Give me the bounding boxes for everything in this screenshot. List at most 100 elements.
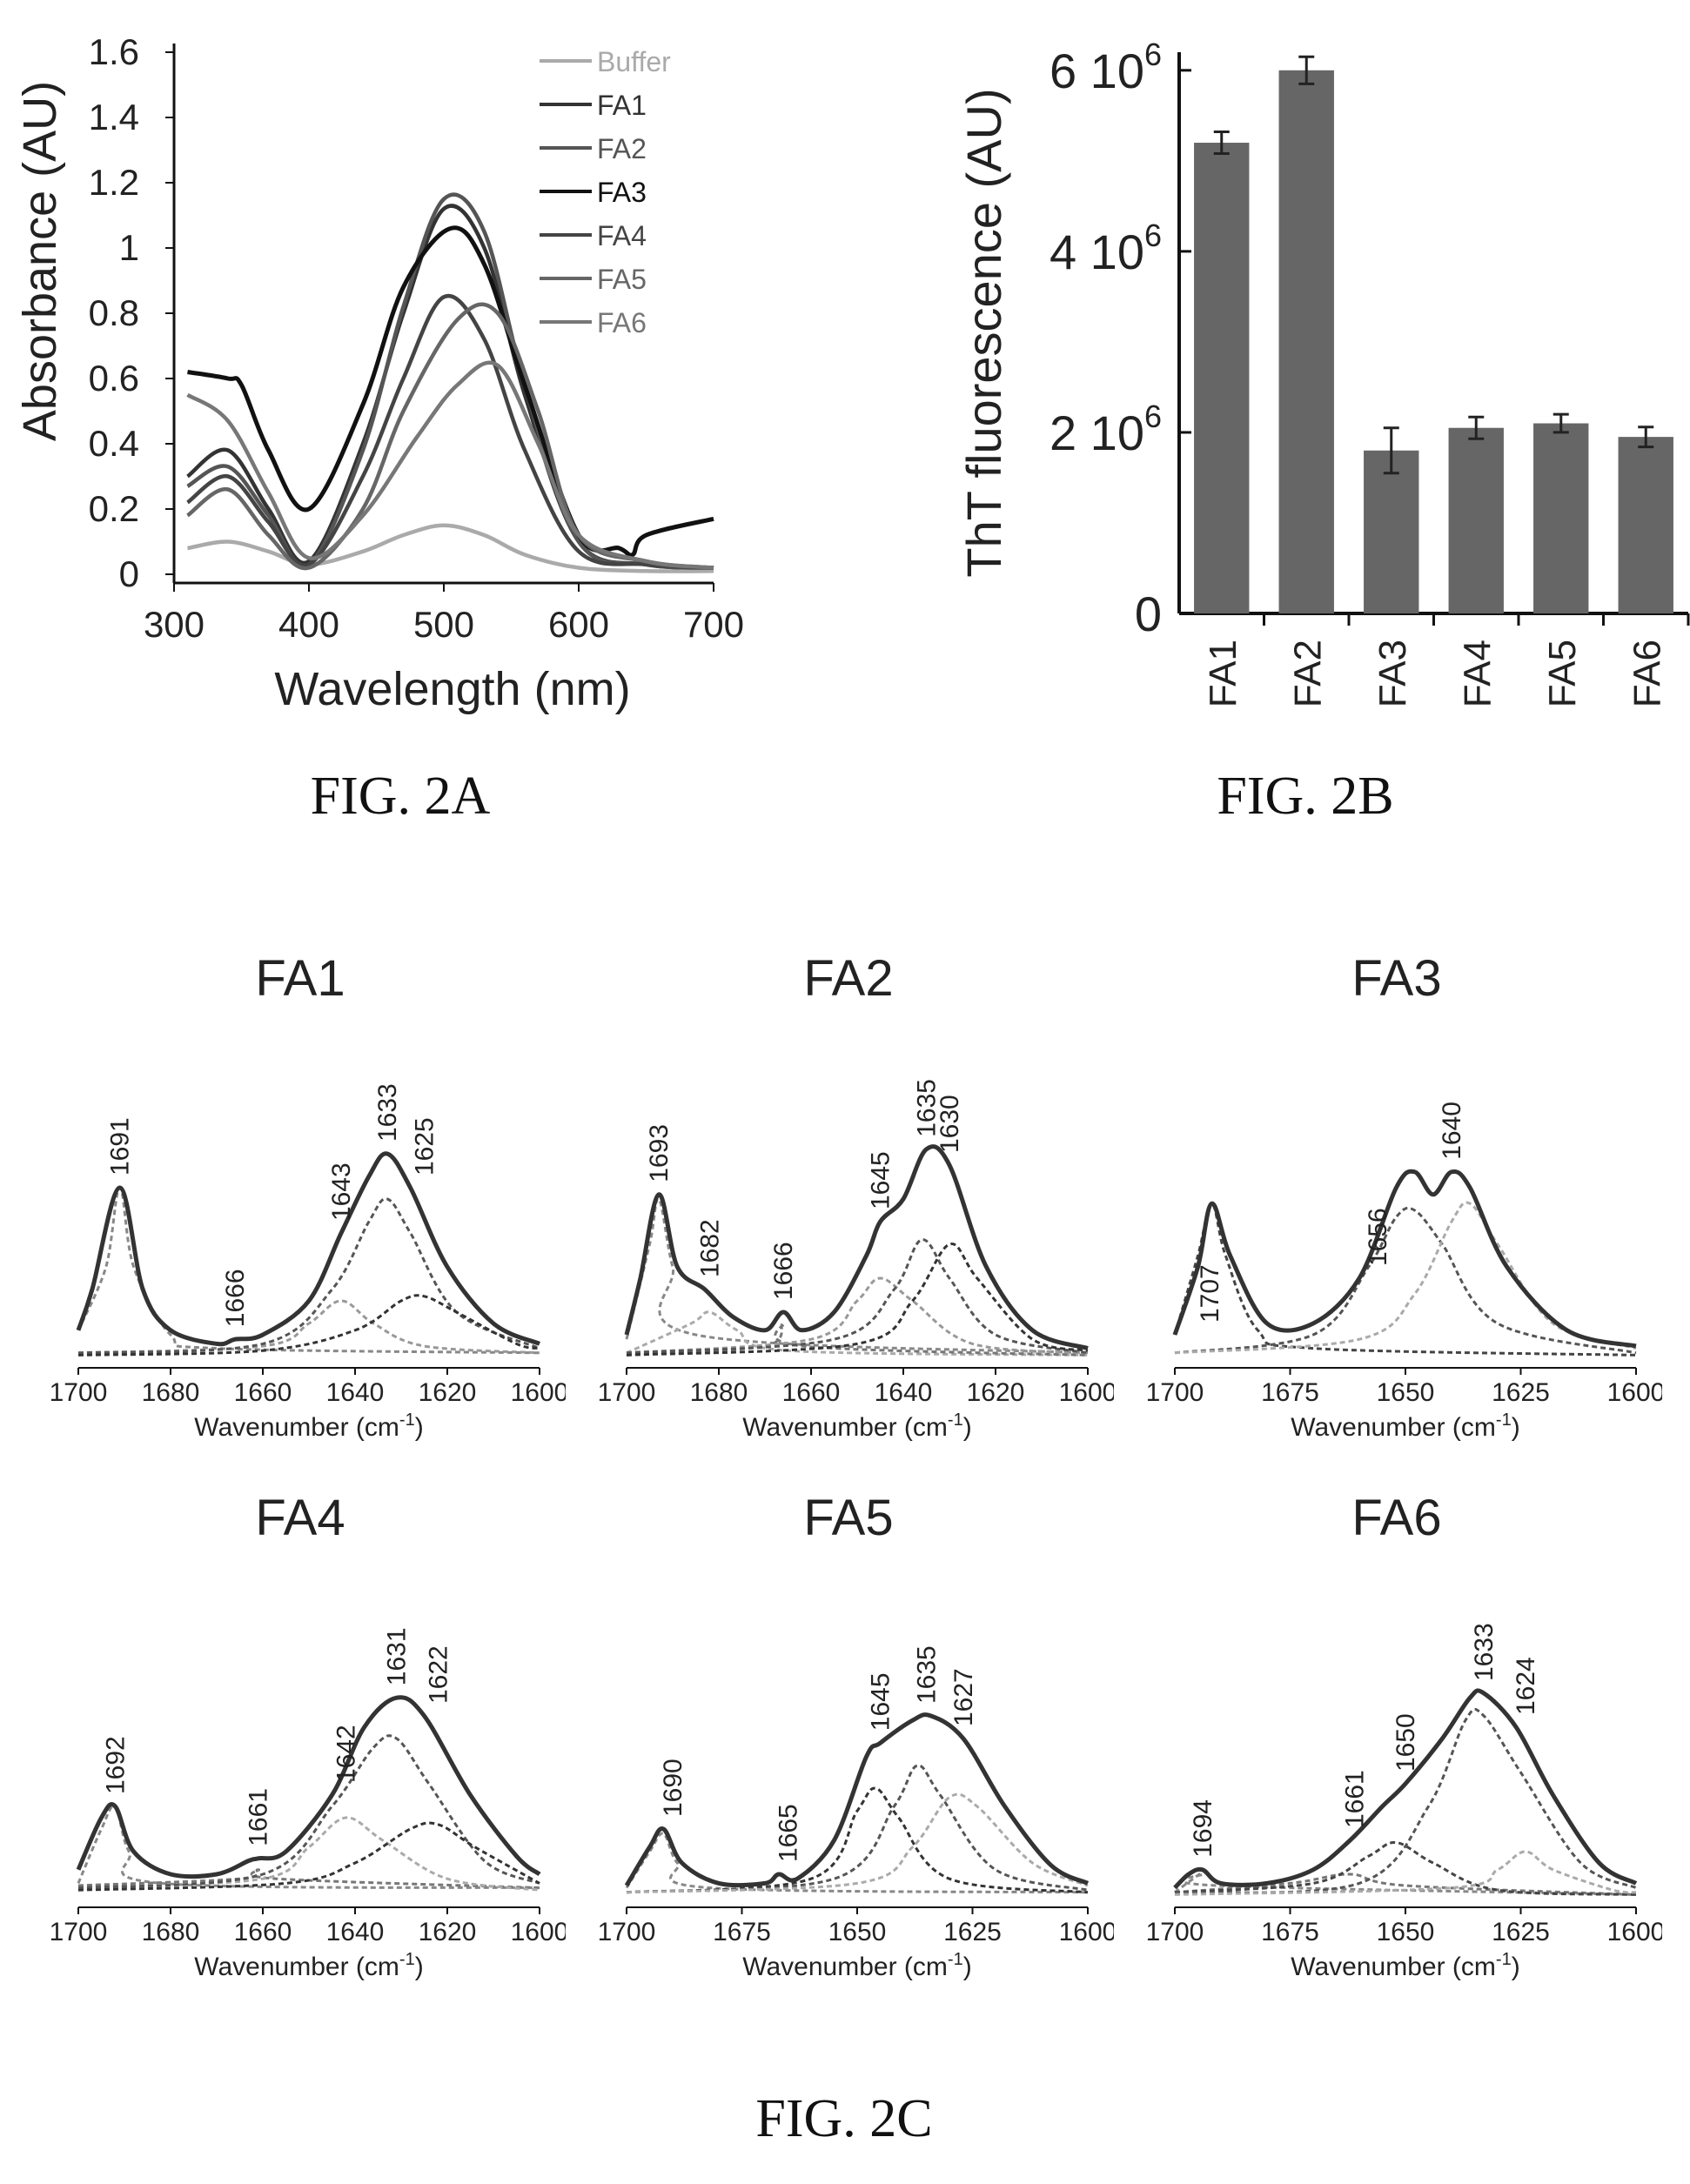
component-band-2: [77, 1868, 540, 1890]
y-tick-label: 0: [1135, 586, 1162, 641]
fig2c-fa1-spectrum: FA1 1700 1680 1660 1640 1620 1600 Wavenumber (c…: [50, 950, 566, 1442]
component-band-6: [626, 1243, 1089, 1357]
spectrum-title: FA1: [255, 950, 345, 1007]
x-tick-label: 1675: [713, 1918, 771, 1946]
legend-label-fa3: FA3: [597, 177, 647, 208]
x-tick-label-fa2: FA2: [1286, 640, 1329, 707]
spectrum-title: FA3: [1351, 950, 1441, 1007]
x-tick-label: 1625: [943, 1918, 1002, 1946]
x-tick-label: 1700: [598, 1918, 656, 1946]
y-axis-title: ThT fluorescence (AU): [956, 88, 1011, 577]
y-tick-label: 0.6: [89, 358, 139, 399]
x-tick-label: 1700: [1146, 1918, 1204, 1946]
component-band-3: [626, 1764, 1089, 1894]
x-tick-label: 1700: [598, 1378, 656, 1407]
series-line-fa2: [186, 192, 714, 570]
peak-label-1622: 1622: [424, 1645, 453, 1704]
y-tick-label: 1.2: [89, 162, 139, 203]
x-tick-label-fa3: FA3: [1371, 640, 1414, 707]
x-tick-label: 1600: [1607, 1378, 1662, 1407]
bar-fa5: [1533, 423, 1589, 613]
total-spectrum-line: [624, 1144, 1089, 1351]
x-tick-label: 1640: [326, 1918, 385, 1946]
peak-label-1645: 1645: [867, 1672, 895, 1731]
x-tick-label: 1620: [419, 1378, 477, 1407]
x-axis-title: Wavenumber (cm-1): [194, 1950, 423, 1981]
x-tick-label: 1640: [875, 1378, 933, 1407]
x-tick-label: 1600: [1607, 1918, 1662, 1946]
peak-label-1633: 1633: [1470, 1623, 1499, 1681]
component-band-4: [626, 1792, 1089, 1894]
component-band-4: [77, 1294, 540, 1357]
peak-label-1661: 1661: [245, 1788, 273, 1846]
fig2a-chart: 0 0.2 0.4 0.6 0.8 1 1.2 1.4 1.6 300 400 500 600 700 Wa…: [14, 31, 744, 715]
bar-fa3: [1364, 450, 1419, 613]
peak-label-1631: 1631: [383, 1627, 412, 1685]
legend-label-fa1: FA1: [597, 90, 647, 121]
legend-label-buffer: Buffer: [597, 46, 671, 77]
component-band-3: [77, 1197, 540, 1355]
fig2c-fa3-spectrum: FA3 1700 1675 1650 1625 1600 Wavenumber (cm-1)…: [1146, 950, 1662, 1442]
bar-fa2: [1278, 70, 1334, 613]
x-tick-label-fa6: FA6: [1626, 640, 1668, 707]
y-tick-label: 0.4: [89, 423, 139, 464]
series-line-fa6: [186, 360, 714, 570]
x-tick-label: 1675: [1261, 1918, 1319, 1946]
component-band-3: [77, 1816, 540, 1892]
component-band-4: [1174, 1707, 1637, 1894]
y-tick-label: 1: [119, 227, 139, 268]
x-tick-label: 1700: [50, 1378, 108, 1407]
component-band-2: [1174, 1206, 1637, 1355]
total-spectrum-line: [76, 1151, 541, 1347]
fig2c-caption: FIG. 2C: [755, 2089, 933, 2148]
x-tick-label: 1600: [511, 1378, 566, 1407]
bar-fa4: [1448, 427, 1504, 613]
y-tick-label: 1.4: [89, 97, 139, 137]
component-band-1: [77, 1186, 540, 1355]
bar-fa6: [1618, 437, 1673, 613]
x-tick-label-fa1: FA1: [1202, 640, 1244, 707]
peak-label-1643: 1643: [327, 1162, 356, 1221]
x-tick-label: 1700: [1146, 1378, 1204, 1407]
component-band-3: [1174, 1201, 1637, 1355]
x-tick-label: 1625: [1492, 1918, 1550, 1946]
series-line-fa3: [187, 225, 714, 558]
x-tick-label: 1600: [1059, 1918, 1114, 1946]
x-tick-label: 500: [413, 604, 474, 645]
y-tick-label: 1.6: [89, 31, 139, 72]
x-tick-label: 400: [278, 604, 339, 645]
total-spectrum-line: [76, 1695, 541, 1879]
peak-label-1682: 1682: [695, 1219, 724, 1277]
x-tick-label: 1660: [782, 1378, 841, 1407]
x-tick-label: 1680: [142, 1918, 200, 1946]
component-band-3: [1174, 1841, 1637, 1896]
peak-label-1666: 1666: [221, 1269, 250, 1327]
component-band-1: [625, 1197, 1089, 1355]
legend-label-fa4: FA4: [597, 220, 647, 251]
peak-label-1640: 1640: [1438, 1102, 1466, 1160]
y-tick-label: 0.2: [89, 488, 139, 529]
spectrum-title: FA5: [803, 1490, 893, 1546]
peak-label-1707: 1707: [1196, 1264, 1224, 1323]
peak-label-1635: 1635: [913, 1079, 942, 1137]
peak-label-1642: 1642: [332, 1725, 360, 1783]
fig2a-caption: FIG. 2A: [310, 767, 491, 826]
bar-fa1: [1194, 143, 1250, 614]
x-tick-label: 1680: [690, 1378, 748, 1407]
x-tick-label: 1675: [1261, 1378, 1319, 1407]
peak-label-1666: 1666: [769, 1242, 798, 1300]
x-tick-label: 1680: [142, 1378, 200, 1407]
peak-label-1633: 1633: [373, 1083, 402, 1142]
component-band-1: [625, 1832, 1089, 1894]
series-line-buffer: [187, 523, 714, 573]
series-line-fa5: [186, 302, 714, 571]
spectrum-title: FA6: [1351, 1490, 1441, 1546]
x-tick-label: 1660: [234, 1918, 292, 1946]
y-axis-title: Absorbance (AU): [14, 81, 66, 441]
y-tick-label: 6 106: [1050, 37, 1162, 98]
x-axis-title: Wavenumber (cm-1): [194, 1410, 423, 1442]
peak-label-1645: 1645: [867, 1151, 895, 1209]
peak-label-1656: 1656: [1364, 1208, 1392, 1266]
x-tick-label: 1600: [1059, 1378, 1114, 1407]
x-axis-title: Wavenumber (cm-1): [1291, 1410, 1519, 1442]
